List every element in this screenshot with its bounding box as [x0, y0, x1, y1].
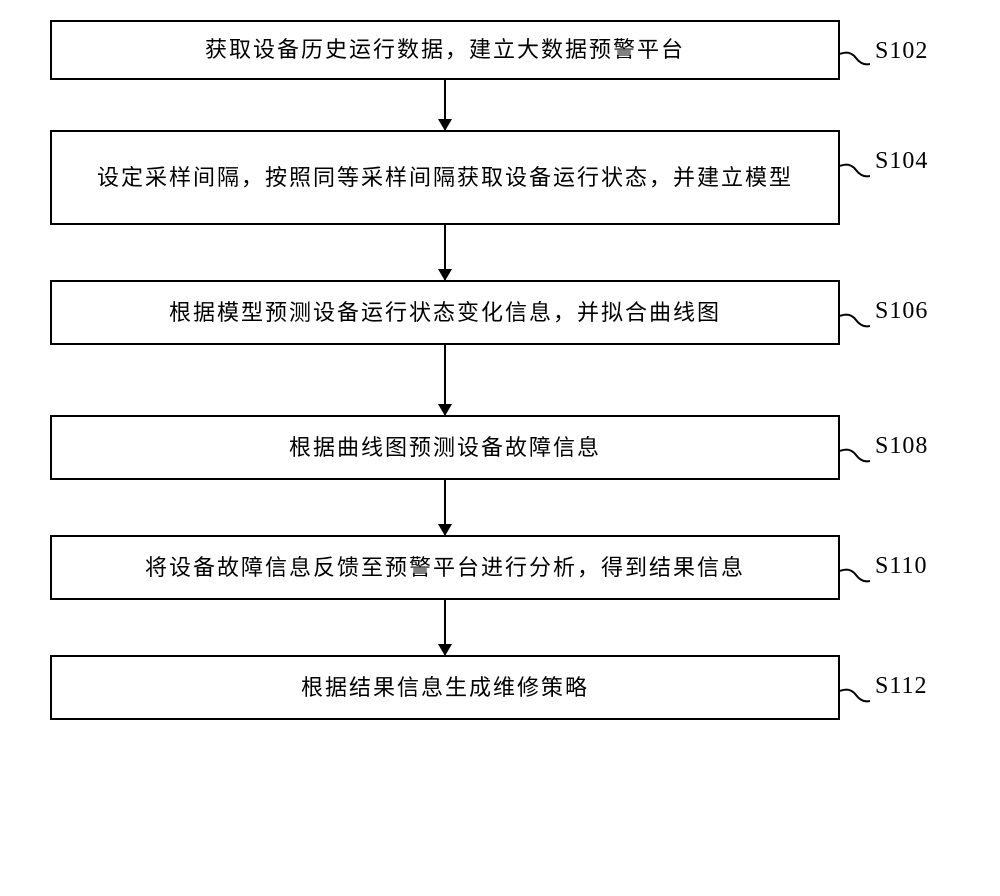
- label-connector-curve: [840, 447, 870, 465]
- flow-arrow: [444, 600, 446, 655]
- step-box: 将设备故障信息反馈至预警平台进行分析，得到结果信息: [50, 535, 840, 600]
- flowchart-step: 将设备故障信息反馈至预警平台进行分析，得到结果信息 S110: [50, 535, 950, 600]
- flowchart-step: 获取设备历史运行数据，建立大数据预警平台 S102: [50, 20, 950, 80]
- flow-arrow: [444, 225, 446, 280]
- label-connector-curve: [840, 567, 870, 585]
- step-box: 根据模型预测设备运行状态变化信息，并拟合曲线图: [50, 280, 840, 345]
- step-text: 设定采样间隔，按照同等采样间隔获取设备运行状态，并建立模型: [97, 160, 793, 195]
- step-label: S108: [875, 433, 928, 460]
- label-connector-curve: [840, 312, 870, 330]
- step-box: 获取设备历史运行数据，建立大数据预警平台: [50, 20, 840, 80]
- step-box: 设定采样间隔，按照同等采样间隔获取设备运行状态，并建立模型: [50, 130, 840, 225]
- label-connector-curve: [840, 50, 870, 68]
- label-connector-curve: [840, 162, 870, 180]
- step-box: 根据曲线图预测设备故障信息: [50, 415, 840, 480]
- step-text: 根据模型预测设备运行状态变化信息，并拟合曲线图: [169, 295, 721, 330]
- flow-arrow: [444, 480, 446, 535]
- step-box: 根据结果信息生成维修策略: [50, 655, 840, 720]
- connector-wrapper: [50, 225, 840, 280]
- connector-wrapper: [50, 345, 840, 415]
- step-text: 将设备故障信息反馈至预警平台进行分析，得到结果信息: [145, 550, 745, 585]
- step-text: 获取设备历史运行数据，建立大数据预警平台: [205, 32, 685, 67]
- flowchart-container: 获取设备历史运行数据，建立大数据预警平台 S102 设定采样间隔，按照同等采样间隔获…: [50, 20, 950, 720]
- connector-wrapper: [50, 600, 840, 655]
- label-connector-curve: [840, 687, 870, 705]
- flowchart-step: 根据曲线图预测设备故障信息 S108: [50, 415, 950, 480]
- flow-arrow: [444, 345, 446, 415]
- step-text: 根据结果信息生成维修策略: [301, 670, 589, 705]
- flowchart-step: 根据模型预测设备运行状态变化信息，并拟合曲线图 S106: [50, 280, 950, 345]
- step-label: S112: [875, 673, 927, 700]
- step-label: S106: [875, 298, 928, 325]
- step-label: S102: [875, 38, 928, 65]
- connector-wrapper: [50, 480, 840, 535]
- step-label: S104: [875, 148, 928, 175]
- step-text: 根据曲线图预测设备故障信息: [289, 430, 601, 465]
- flowchart-step: 根据结果信息生成维修策略 S112: [50, 655, 950, 720]
- flow-arrow: [444, 80, 446, 130]
- flowchart-step: 设定采样间隔，按照同等采样间隔获取设备运行状态，并建立模型 S104: [50, 130, 950, 225]
- connector-wrapper: [50, 80, 840, 130]
- step-label: S110: [875, 553, 927, 580]
